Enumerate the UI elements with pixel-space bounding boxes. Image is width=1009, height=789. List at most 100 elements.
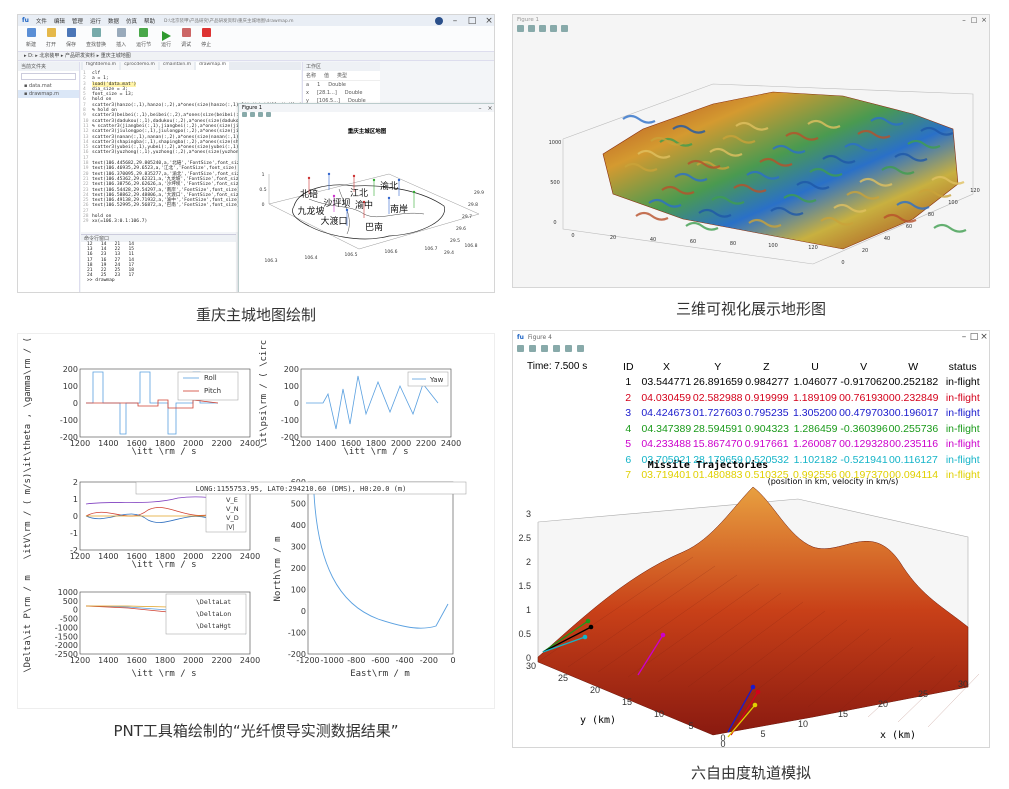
ribbon-open-button[interactable]: 打开 [46, 22, 56, 48]
zoom-out-icon[interactable] [528, 25, 535, 32]
vel-legend-item: V_N [226, 505, 239, 513]
table-cell: 00.255736 [888, 422, 939, 435]
maximize-icon[interactable]: □ [970, 16, 978, 24]
menu-data[interactable]: 数据 [107, 18, 119, 25]
command-window[interactable]: 命令行窗口 12 14 21 14 13 14 22 15 16 23 13 11 1… [81, 234, 236, 292]
zoom-out-icon[interactable] [250, 112, 255, 117]
rotate-icon[interactable] [550, 25, 557, 32]
ribbon-debug-button[interactable]: 调试 [181, 22, 191, 48]
track-y-tick: 400 [291, 521, 306, 530]
att-x-tick: 1400 [98, 439, 118, 448]
track-y-tick: 0 [301, 607, 306, 616]
pan-icon[interactable] [539, 25, 546, 32]
zoom-in-icon[interactable] [242, 112, 247, 117]
table-cell: 0.904323 [745, 422, 789, 435]
zoom-in-icon[interactable] [517, 344, 524, 352]
tab-flightdemo[interactable]: flightdemo.m [83, 62, 120, 70]
map-x-tick: 106.4 [305, 255, 318, 261]
terrain-ridge [918, 188, 952, 198]
ribbon-insert-button[interactable]: 插入 [116, 22, 126, 48]
workspace-row[interactable]: y [106.5...] Double [306, 98, 366, 104]
ribbon-run-section-button[interactable]: 运行节 [136, 22, 151, 48]
vel-legend-item: |V| [226, 523, 235, 531]
line-number: 3 [83, 81, 86, 87]
missile-title-bar: fu Figure 4 – □ × [517, 332, 988, 342]
terrain-ridge [783, 193, 817, 203]
terrain-x-tick: 100 [768, 243, 778, 249]
minimize-icon[interactable]: – [452, 15, 458, 26]
zoom-out-icon[interactable] [529, 344, 536, 352]
datatip-icon[interactable] [565, 344, 572, 352]
terrain-y-tick: 80 [928, 212, 934, 218]
datatip-icon[interactable] [561, 25, 568, 32]
terrain-ridge [896, 200, 930, 210]
code-line: 10 scatter3(dadukou(:,1),dadukou(:,2),a*o… [83, 118, 281, 124]
map-district-label: 九龙坡 [297, 205, 324, 217]
pan-icon[interactable] [258, 112, 263, 117]
yaw-xlabel: \itt \rm / s [343, 447, 408, 457]
tab-cmaintain[interactable]: cmaintain.m [159, 62, 195, 70]
file-item[interactable]: ▪ drawmap.m [18, 90, 79, 98]
terrain-ridge [746, 170, 780, 180]
menu-run[interactable]: 运行 [89, 18, 101, 25]
table-cell: 01.480883 [692, 469, 743, 482]
menu-help[interactable]: 帮助 [143, 18, 155, 25]
tab-cprocdemo[interactable]: cprocdemo.m [121, 62, 158, 70]
menu-edit[interactable]: 编辑 [53, 18, 65, 25]
att-x-tick: 2400 [240, 439, 260, 448]
breadcrumb[interactable]: ▸ D: ▸ 北京装甲 ▸ 产品研发资料 ▸ 重庆主城地图 [18, 52, 494, 61]
ribbon-find-button[interactable]: 查找替换 [86, 22, 106, 48]
code-line: 14 scatter3(shapingba(:,1),shapingba(:,2)… [83, 139, 286, 145]
rotate-icon[interactable] [266, 112, 271, 117]
close-icon[interactable]: × [485, 15, 493, 26]
maximize-icon[interactable]: □ [467, 15, 477, 26]
terrain-x-tick: 80 [730, 241, 736, 247]
ribbon-new-button[interactable]: 新建 [26, 22, 36, 48]
table-cell: in-flight [945, 453, 980, 466]
zoom-in-icon[interactable] [517, 25, 524, 32]
missile-trajectory [727, 686, 754, 733]
terrain-ridge [907, 139, 941, 149]
command-line: 13 14 22 15 [87, 247, 135, 253]
table-cell: 04.347389 [641, 422, 692, 435]
figure-minimize-icon[interactable]: – [478, 104, 482, 112]
line-number: 22 [83, 182, 89, 188]
table-cell: in-flight [945, 391, 980, 404]
att-y-tick: -100 [60, 416, 78, 425]
menu-manage[interactable]: 管理 [71, 18, 83, 25]
track-banner-box [135, 481, 467, 495]
close-icon[interactable]: × [981, 16, 987, 24]
file-filter-input[interactable] [21, 73, 76, 80]
figure-close-icon[interactable]: × [487, 104, 493, 112]
terrain-ridge [785, 131, 819, 141]
surface-grid-line [597, 574, 738, 673]
minimize-icon[interactable]: – [962, 16, 966, 24]
maximize-icon[interactable]: □ [969, 332, 979, 342]
ribbon-save-button[interactable]: 保存 [66, 22, 76, 48]
code-editor[interactable]: 1 clf 2 a = 1; 3 load('data.mat') 4 dia_size = … [81, 70, 301, 232]
map-district-label: 大渡口 [320, 215, 347, 227]
file-item[interactable]: ▪ data.mat [24, 83, 52, 89]
map-stem-point [327, 172, 331, 176]
missile-marker [755, 689, 761, 695]
pitch-series [86, 399, 219, 409]
user-avatar[interactable] [435, 16, 443, 25]
minimize-icon[interactable]: – [961, 332, 967, 342]
ribbon-run-button[interactable]: 运行 [161, 31, 171, 48]
tab-drawmap[interactable]: drawmap.m [196, 62, 229, 70]
menu-file[interactable]: 文件 [35, 18, 47, 25]
missile-x-tick: 0 [720, 739, 725, 747]
table-row: 7 03.719401 01.480883 0.510325 0.992556 00.19… [617, 468, 987, 484]
ribbon-stop-button[interactable]: 停止 [201, 22, 211, 48]
missile-x-tick: 20 [878, 699, 888, 709]
terrain-ridge [622, 114, 656, 124]
workspace-row[interactable]: a 1 Double [306, 82, 346, 88]
menu-sim[interactable]: 仿真 [125, 18, 137, 25]
workspace-row[interactable]: x [28.1...] Double [306, 90, 363, 96]
close-icon[interactable]: × [980, 332, 988, 342]
pan-icon[interactable] [541, 344, 548, 352]
reset-view-icon[interactable] [577, 344, 584, 352]
pos-xlabel: \itt \rm / s [131, 669, 196, 679]
code-line: 15 scatter3(yubei(:,1),yubei(:,2),a*ones(… [83, 145, 275, 151]
rotate-icon[interactable] [553, 344, 560, 352]
